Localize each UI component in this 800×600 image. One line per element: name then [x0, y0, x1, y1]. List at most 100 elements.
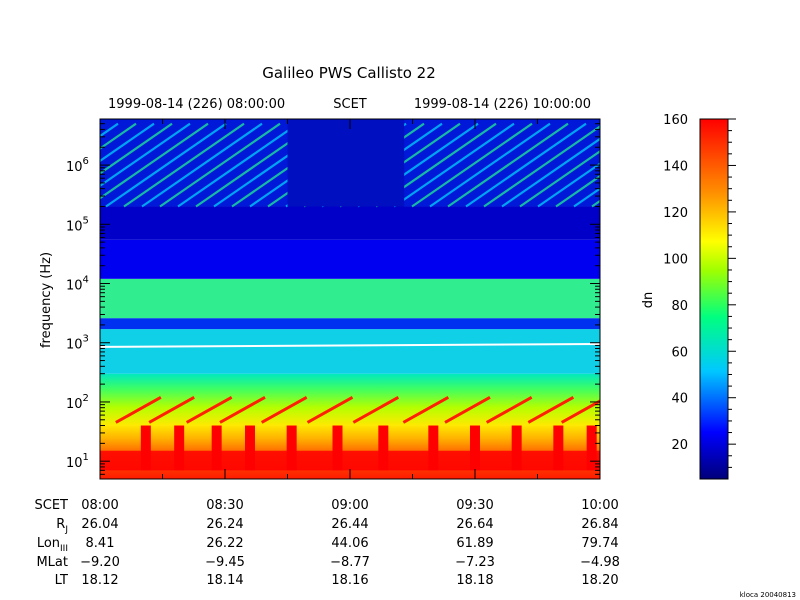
radio-striation: [519, 149, 600, 208]
radio-striation: [573, 187, 600, 208]
burst-streak: [402, 395, 450, 424]
spectrogram-image: [100, 119, 600, 479]
overlay-frequency-line: [100, 343, 600, 348]
radio-striation: [393, 122, 515, 208]
y-tick-label: 102: [66, 393, 89, 412]
ephemeris-row-label: LT: [55, 573, 68, 588]
ephemeris-value: 18.18: [456, 573, 493, 588]
burst-streak: [148, 395, 195, 424]
y-tick-label: 105: [66, 215, 89, 234]
radio-striation: [465, 122, 587, 208]
top-axis-left-label: 1999-08-14 (226) 08:00:00: [108, 97, 285, 112]
colorbar-axis: 20 40 60 80 100 120 140 160: [663, 113, 736, 468]
radio-striation: [105, 122, 227, 208]
y-axis-label: frequency (Hz): [39, 252, 54, 348]
ephemeris-row-label: LonIII: [37, 536, 68, 554]
x-tick-label: 08:30: [206, 498, 243, 513]
x-tick-label: 10:00: [581, 498, 618, 513]
y-tick-label: 101: [66, 452, 89, 471]
colorbar-tick-label: 20: [671, 438, 688, 453]
y-tick-label: 104: [66, 275, 89, 294]
radio-striation: [411, 122, 533, 208]
x-tick-label: 09:00: [331, 498, 368, 513]
burst-streak: [185, 395, 233, 424]
burst-column: [378, 425, 389, 471]
ephemeris-value: 18.12: [81, 573, 118, 588]
ephemeris-value: 26.22: [206, 536, 243, 551]
ephemeris-row-label: RJ: [56, 517, 68, 535]
radio-striation: [555, 174, 600, 208]
radio-striation: [141, 122, 263, 208]
burst-streak: [115, 395, 162, 424]
burst-streak: [306, 395, 354, 424]
ephemeris-table: SCET 08:00 08:30 09:00 09:30 10:00 RJ 26.04 26.2…: [35, 498, 620, 588]
ephemeris-value: −9.45: [205, 555, 245, 570]
chart-title: Galileo PWS Callisto 22: [262, 64, 436, 82]
colorbar-tick-label: 120: [663, 206, 688, 221]
blue-band: [100, 239, 600, 279]
burst-column: [586, 425, 597, 471]
ephemeris-value: 26.04: [81, 517, 118, 532]
footer-stamp: kloca 20040813: [740, 591, 796, 599]
colorbar-tick-label: 160: [663, 113, 688, 128]
radio-striation: [501, 137, 600, 208]
ephemeris-value: 18.16: [331, 573, 368, 588]
ephemeris-value: 26.44: [331, 517, 368, 532]
ephemeris-value: 79.74: [581, 536, 618, 551]
burst-column: [470, 425, 480, 471]
colorbar: [699, 118, 729, 480]
radio-striation: [483, 125, 600, 208]
burst-column: [428, 425, 439, 471]
dark-blue-band: [100, 318, 600, 330]
ephemeris-value: 8.41: [86, 536, 115, 551]
ephemeris-value: 44.06: [331, 536, 368, 551]
top-axis-right-label: 1999-08-14 (226) 10:00:00: [414, 97, 591, 112]
burst-column: [140, 425, 151, 471]
radio-striation: [123, 122, 245, 208]
colorbar-tick-label: 80: [671, 299, 688, 314]
radio-striation: [100, 122, 209, 200]
radio-striation: [447, 122, 569, 208]
colorbar-tick-label: 60: [671, 345, 688, 360]
y-axis: 101 102 103 104 105 106: [66, 118, 600, 480]
ephemeris-value: −4.98: [580, 555, 620, 570]
ephemeris-value: 26.84: [581, 517, 618, 532]
radio-striation: [100, 122, 173, 175]
ephemeris-value: 18.14: [206, 573, 243, 588]
top-axis-center-label: SCET: [333, 97, 367, 112]
ephemeris-value: 18.20: [581, 573, 618, 588]
burst-column: [174, 425, 185, 471]
burst-streak: [260, 395, 308, 424]
burst-streak: [485, 395, 533, 424]
ephemeris-value: 26.24: [206, 517, 243, 532]
radio-gap: [287, 119, 405, 207]
deep-blue-band: [100, 206, 600, 240]
ephemeris-row-label: MLat: [36, 555, 68, 570]
radio-striation: [429, 122, 551, 208]
radio-striation: [100, 122, 155, 163]
emission-band: [100, 278, 600, 319]
ephemeris-value: −9.20: [80, 555, 120, 570]
burst-column: [286, 425, 297, 471]
burst-streak: [527, 395, 575, 424]
radio-striation: [159, 122, 281, 208]
y-tick-label: 106: [66, 156, 89, 175]
ephemeris-value: 26.64: [456, 517, 493, 532]
x-axis: [99, 119, 601, 479]
radio-striation: [177, 122, 299, 208]
ephemeris-value: −7.23: [455, 555, 495, 570]
radio-striation: [100, 122, 191, 188]
y-tick-label: 103: [66, 334, 89, 353]
burst-column: [511, 425, 522, 471]
radio-striation: [591, 199, 600, 208]
upper-hybrid-band: [100, 329, 600, 374]
x-tick-label: 09:30: [456, 498, 493, 513]
x-tick-label: 08:00: [81, 498, 118, 513]
ephemeris-row-label: SCET: [35, 498, 69, 513]
burst-streak: [352, 395, 400, 424]
burst-column: [211, 425, 222, 471]
ephemeris-value: −8.77: [330, 555, 370, 570]
ephemeris-value: 61.89: [456, 536, 493, 551]
radio-striation: [100, 122, 137, 150]
